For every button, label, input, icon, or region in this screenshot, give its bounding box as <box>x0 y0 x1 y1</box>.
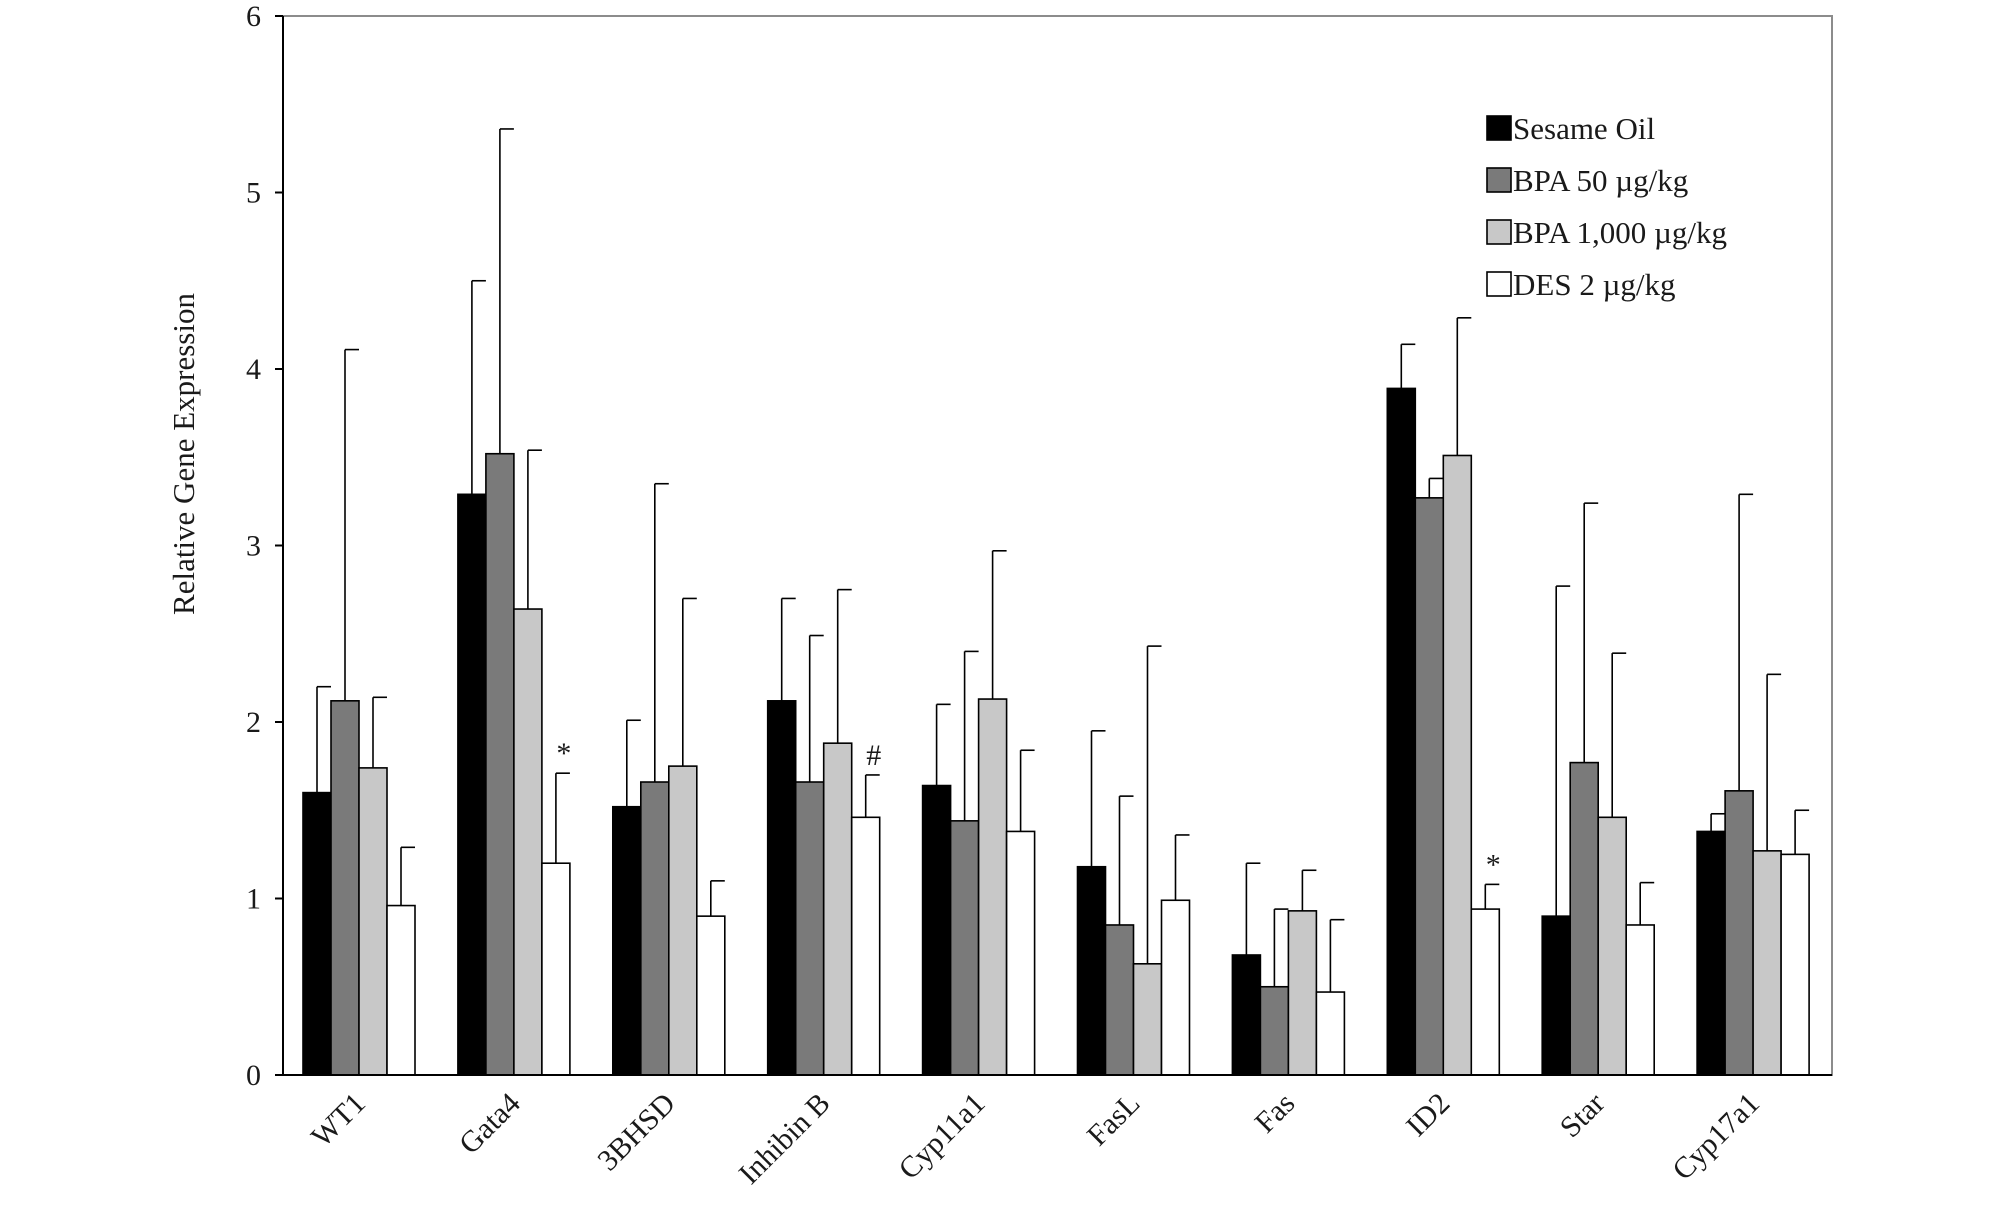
bar <box>1442 454 1473 1076</box>
x-tick-label: FasL <box>1081 1087 1147 1153</box>
bar <box>1780 853 1810 1076</box>
bar <box>485 452 515 1076</box>
bar <box>1076 865 1107 1076</box>
y-tick-label: 1 <box>246 883 261 916</box>
y-tick-label: 0 <box>246 1059 261 1092</box>
legend-swatch <box>1486 115 1512 141</box>
bar <box>1541 915 1571 1076</box>
legend-swatch <box>1486 167 1512 193</box>
bar <box>358 767 388 1076</box>
bar <box>1005 830 1036 1076</box>
bar <box>1287 910 1318 1076</box>
bar <box>386 904 416 1076</box>
bar <box>1231 954 1262 1076</box>
x-tick-label: Cyp17a1 <box>1666 1087 1766 1187</box>
legend-label: BPA 1,000 µg/kg <box>1513 215 1727 250</box>
bar <box>1414 497 1445 1076</box>
legend-label: Sesame Oil <box>1513 111 1655 146</box>
bar <box>1386 387 1417 1076</box>
x-tick-label: Fas <box>1249 1087 1302 1140</box>
bar <box>766 700 797 1076</box>
bar <box>457 493 487 1076</box>
legend-swatch <box>1486 219 1512 245</box>
x-tick-label: Cyp11a1 <box>892 1087 991 1186</box>
legend-label: BPA 50 µg/kg <box>1513 163 1688 198</box>
x-tick-label: 3BHSD <box>591 1087 682 1178</box>
bar <box>541 862 571 1076</box>
bar <box>1104 924 1135 1076</box>
bar <box>921 784 952 1076</box>
bar <box>1470 908 1501 1076</box>
bar <box>330 700 360 1076</box>
bar <box>695 915 726 1076</box>
legend-label: DES 2 µg/kg <box>1513 267 1676 302</box>
x-tick-label: Gata4 <box>453 1087 527 1161</box>
bar <box>302 791 332 1076</box>
bar <box>822 742 853 1076</box>
x-tick-label: Star <box>1554 1087 1612 1145</box>
bar <box>513 608 543 1076</box>
bar <box>1569 761 1599 1076</box>
y-axis-label: Relative Gene Expression <box>166 293 201 615</box>
bar <box>794 781 825 1076</box>
bar <box>977 698 1008 1076</box>
x-tick-label: Inhibin B <box>733 1087 837 1191</box>
bar <box>1625 924 1655 1076</box>
bar <box>1259 985 1290 1076</box>
bar <box>611 805 642 1076</box>
bar <box>1160 899 1191 1076</box>
bar <box>1597 816 1627 1076</box>
y-tick-label: 6 <box>246 0 261 33</box>
bar <box>1724 790 1754 1076</box>
bar <box>1132 963 1163 1076</box>
significance-marker: # <box>866 739 881 772</box>
x-tick-label: WT1 <box>305 1087 372 1154</box>
y-tick-label: 2 <box>246 706 261 739</box>
significance-marker: * <box>556 737 571 770</box>
bar <box>667 765 698 1076</box>
significance-marker: * <box>1486 848 1501 881</box>
y-tick-label: 4 <box>246 353 261 386</box>
x-tick-label: ID2 <box>1400 1087 1456 1143</box>
y-tick-label: 3 <box>246 530 261 563</box>
bar <box>1315 991 1346 1076</box>
bar <box>850 816 881 1076</box>
bar <box>1696 830 1726 1076</box>
y-tick-label: 5 <box>246 177 261 210</box>
legend-swatch <box>1486 271 1512 297</box>
bar <box>949 820 980 1076</box>
bar <box>1752 850 1782 1076</box>
bar <box>639 781 670 1076</box>
